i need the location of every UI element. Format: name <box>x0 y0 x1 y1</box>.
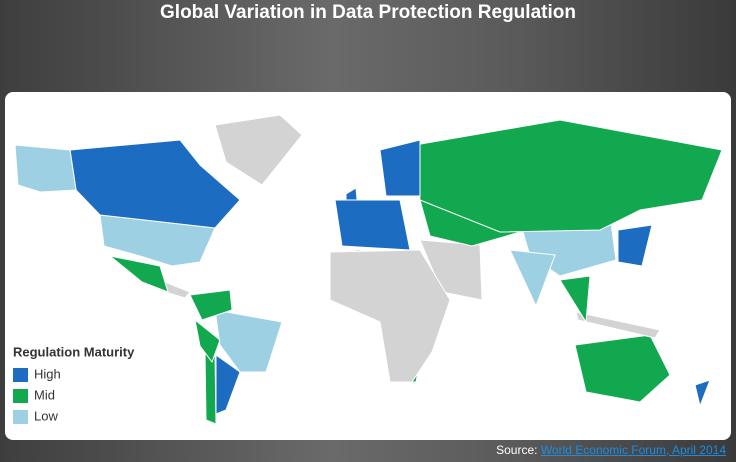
country <box>559 275 591 324</box>
source-link[interactable]: World Economic Forum, April 2014 <box>540 443 726 457</box>
country <box>109 255 169 293</box>
country <box>329 249 451 383</box>
legend-label: Low <box>34 408 58 423</box>
country <box>194 318 221 364</box>
country <box>189 289 233 321</box>
legend-label: Mid <box>34 387 55 402</box>
country <box>204 351 217 425</box>
country <box>69 139 241 229</box>
legend-swatch <box>13 410 28 424</box>
legend-title: Regulation Maturity <box>13 344 135 359</box>
country <box>694 379 711 408</box>
country <box>214 309 283 373</box>
country <box>379 139 421 197</box>
country <box>14 144 77 193</box>
country <box>617 224 653 267</box>
country <box>414 119 723 233</box>
map-panel: Regulation Maturity High Mid Low <box>5 92 731 440</box>
legend-swatch <box>13 389 28 403</box>
country <box>575 311 661 339</box>
source-prefix: Source: <box>496 443 538 457</box>
source: Source: World Economic Forum, April 2014 <box>496 443 726 457</box>
country <box>574 334 671 403</box>
country <box>215 354 241 415</box>
country <box>334 199 411 251</box>
legend-label: High <box>34 366 61 381</box>
world-map: Regulation Maturity High Mid Low <box>13 114 723 425</box>
legend-swatch <box>13 368 28 382</box>
country <box>214 114 303 186</box>
country <box>509 249 556 308</box>
slide-title: Global Variation in Data Protection Regu… <box>160 2 576 23</box>
